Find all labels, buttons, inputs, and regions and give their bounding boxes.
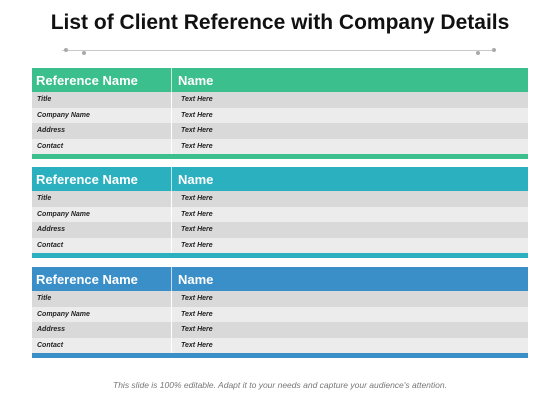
row-value: Text Here bbox=[181, 226, 213, 234]
row-label: Address bbox=[32, 222, 172, 238]
row-value: Text Here bbox=[181, 310, 213, 318]
row-value: Text Here bbox=[181, 127, 213, 135]
reference-table-3: Reference Name Name Title Text Here Comp… bbox=[32, 267, 528, 358]
header-reference-name: Reference Name bbox=[32, 68, 172, 92]
header-name: Name bbox=[178, 171, 214, 187]
footer-note: This slide is 100% editable. Adapt it to… bbox=[113, 380, 447, 390]
row-label: Contact bbox=[32, 337, 172, 353]
row-value: Text Here bbox=[181, 210, 213, 218]
table-header: Reference Name Name bbox=[32, 267, 528, 291]
table-row: Title Text Here bbox=[32, 191, 528, 207]
row-value: Text Here bbox=[181, 241, 213, 249]
row-value: Text Here bbox=[181, 195, 213, 203]
row-label: Title bbox=[32, 291, 172, 307]
row-label: Title bbox=[32, 92, 172, 108]
table-footer-bar bbox=[32, 353, 528, 358]
row-label: Contact bbox=[32, 237, 172, 253]
row-value: Text Here bbox=[181, 326, 213, 334]
row-label: Address bbox=[32, 322, 172, 338]
divider-dot bbox=[492, 48, 496, 52]
table-row: Title Text Here bbox=[32, 92, 528, 108]
row-value: Text Here bbox=[181, 295, 213, 303]
row-label: Contact bbox=[32, 138, 172, 154]
header-name: Name bbox=[178, 72, 214, 88]
row-value: Text Here bbox=[181, 341, 213, 349]
table-row: Contact Text Here bbox=[32, 337, 528, 353]
table-row: Contact Text Here bbox=[32, 138, 528, 154]
divider-dot bbox=[476, 51, 480, 55]
header-name: Name bbox=[178, 271, 214, 287]
table-header: Reference Name Name bbox=[32, 68, 528, 92]
row-label: Company Name bbox=[32, 107, 172, 123]
table-row: Title Text Here bbox=[32, 291, 528, 307]
title-divider bbox=[62, 50, 494, 51]
header-reference-name: Reference Name bbox=[32, 267, 172, 291]
page-title: List of Client Reference with Company De… bbox=[50, 11, 510, 34]
table-row: Company Name Text Here bbox=[32, 107, 528, 123]
table-row: Company Name Text Here bbox=[32, 306, 528, 322]
row-value: Text Here bbox=[181, 111, 213, 119]
row-label: Company Name bbox=[32, 306, 172, 322]
row-value: Text Here bbox=[181, 96, 213, 104]
table-row: Address Text Here bbox=[32, 123, 528, 139]
row-label: Address bbox=[32, 123, 172, 139]
row-value: Text Here bbox=[181, 142, 213, 150]
reference-table-1: Reference Name Name Title Text Here Comp… bbox=[32, 68, 528, 159]
table-footer-bar bbox=[32, 154, 528, 159]
table-footer-bar bbox=[32, 253, 528, 258]
reference-table-2: Reference Name Name Title Text Here Comp… bbox=[32, 167, 528, 258]
header-reference-name: Reference Name bbox=[32, 167, 172, 191]
table-row: Address Text Here bbox=[32, 222, 528, 238]
divider-dot bbox=[64, 48, 68, 52]
row-label: Company Name bbox=[32, 206, 172, 222]
table-row: Company Name Text Here bbox=[32, 206, 528, 222]
table-row: Contact Text Here bbox=[32, 237, 528, 253]
row-label: Title bbox=[32, 191, 172, 207]
table-row: Address Text Here bbox=[32, 322, 528, 338]
divider-dot bbox=[82, 51, 86, 55]
table-header: Reference Name Name bbox=[32, 167, 528, 191]
